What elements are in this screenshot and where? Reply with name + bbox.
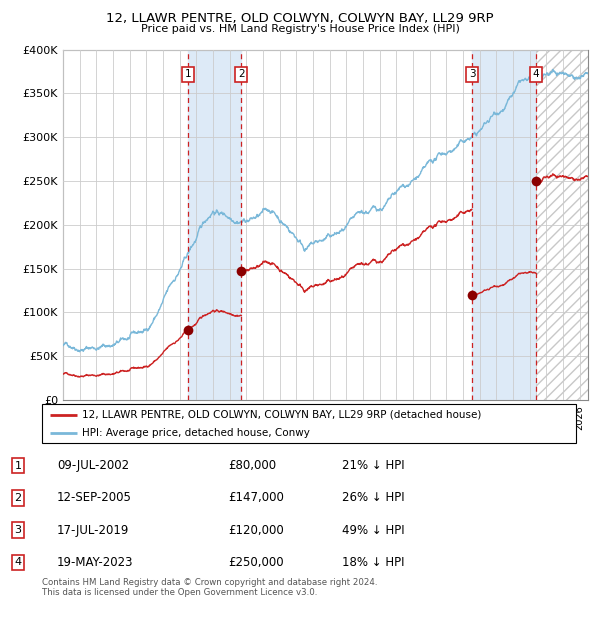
Text: 4: 4: [533, 69, 539, 79]
Text: 2: 2: [14, 493, 22, 503]
Text: 18% ↓ HPI: 18% ↓ HPI: [342, 556, 404, 569]
Text: 09-JUL-2002: 09-JUL-2002: [57, 459, 129, 472]
Text: £80,000: £80,000: [228, 459, 276, 472]
Bar: [472, 50, 536, 400]
Text: 21% ↓ HPI: 21% ↓ HPI: [342, 459, 404, 472]
Text: Contains HM Land Registry data © Crown copyright and database right 2024.: Contains HM Land Registry data © Crown c…: [42, 578, 377, 587]
Text: This data is licensed under the Open Government Licence v3.0.: This data is licensed under the Open Gov…: [42, 588, 317, 597]
Text: 19-MAY-2023: 19-MAY-2023: [57, 556, 133, 569]
Text: £147,000: £147,000: [228, 492, 284, 504]
Text: 3: 3: [469, 69, 475, 79]
Bar: [188, 50, 241, 400]
Text: 49% ↓ HPI: 49% ↓ HPI: [342, 524, 404, 536]
Text: 12, LLAWR PENTRE, OLD COLWYN, COLWYN BAY, LL29 9RP: 12, LLAWR PENTRE, OLD COLWYN, COLWYN BAY…: [106, 12, 494, 25]
Text: 26% ↓ HPI: 26% ↓ HPI: [342, 492, 404, 504]
Text: 12, LLAWR PENTRE, OLD COLWYN, COLWYN BAY, LL29 9RP (detached house): 12, LLAWR PENTRE, OLD COLWYN, COLWYN BAY…: [82, 410, 481, 420]
Text: 1: 1: [14, 461, 22, 471]
Text: 17-JUL-2019: 17-JUL-2019: [57, 524, 130, 536]
Text: 4: 4: [14, 557, 22, 567]
Text: 1: 1: [185, 69, 191, 79]
Text: 2: 2: [238, 69, 245, 79]
Bar: [536, 50, 588, 400]
Text: 12-SEP-2005: 12-SEP-2005: [57, 492, 132, 504]
Text: Price paid vs. HM Land Registry's House Price Index (HPI): Price paid vs. HM Land Registry's House …: [140, 24, 460, 34]
Text: £250,000: £250,000: [228, 556, 284, 569]
Text: 3: 3: [14, 525, 22, 535]
Text: HPI: Average price, detached house, Conwy: HPI: Average price, detached house, Conw…: [82, 428, 310, 438]
Text: £120,000: £120,000: [228, 524, 284, 536]
